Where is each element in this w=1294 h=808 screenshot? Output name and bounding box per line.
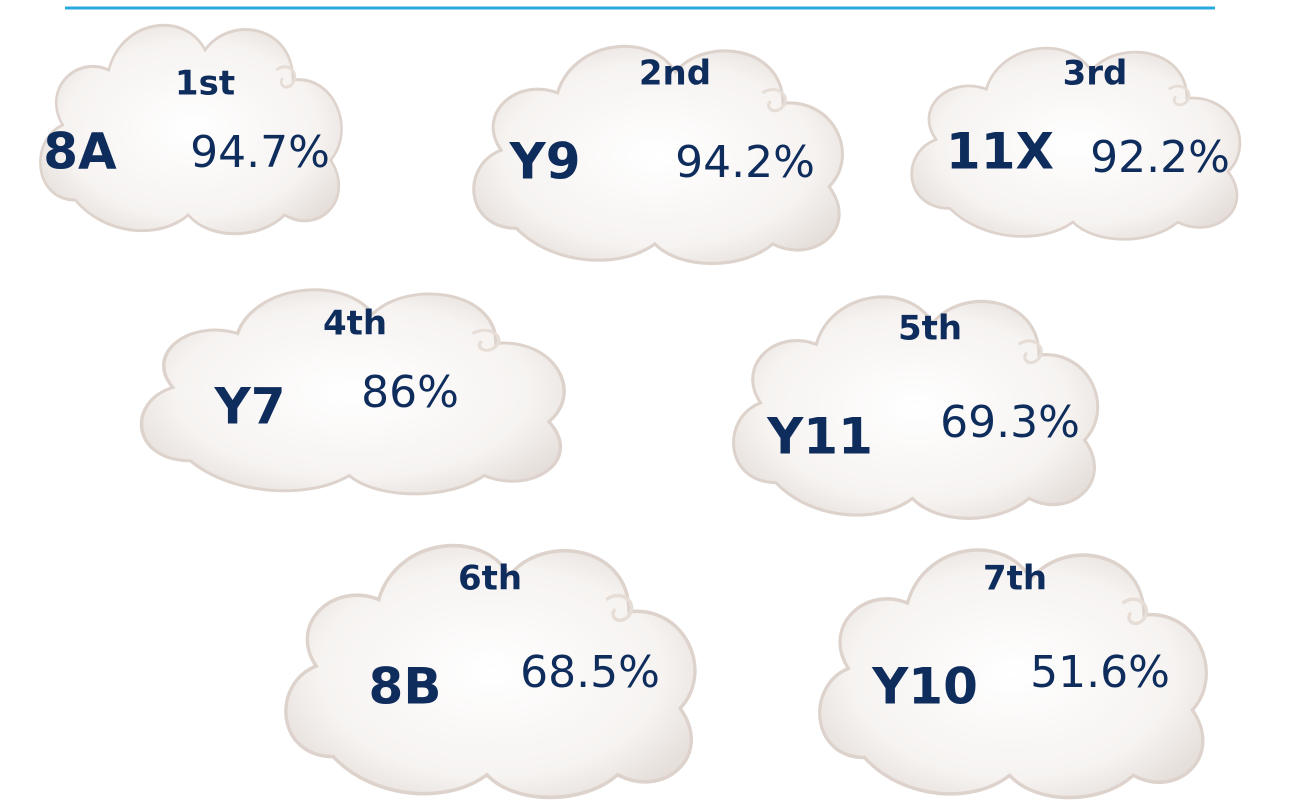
class-name: Y11 bbox=[766, 408, 873, 466]
cloud-card: 1st 8A 94.7% bbox=[38, 23, 344, 236]
rank: 5th bbox=[898, 309, 962, 349]
class-name: 11X bbox=[946, 123, 1054, 181]
score: 69.3% bbox=[940, 397, 1080, 448]
cloud-card: 4th Y7 86% bbox=[139, 288, 566, 496]
class-name: Y7 bbox=[214, 378, 286, 436]
score: 86% bbox=[361, 367, 459, 418]
rank: 7th bbox=[983, 559, 1047, 599]
class-name: Y10 bbox=[871, 658, 978, 716]
rank: 2nd bbox=[639, 54, 711, 94]
score: 94.2% bbox=[675, 137, 815, 188]
score: 51.6% bbox=[1030, 647, 1170, 698]
cloud-card: 2nd Y9 94.2% bbox=[472, 44, 844, 266]
class-name: 8B bbox=[369, 658, 442, 716]
score: 94.7% bbox=[190, 127, 330, 178]
rank: 4th bbox=[323, 304, 387, 344]
cloud-card: 5th Y11 69.3% bbox=[731, 295, 1100, 520]
score: 68.5% bbox=[520, 647, 660, 698]
class-name: 8A bbox=[43, 123, 117, 181]
cloud-card: 7th Y10 51.6% bbox=[817, 548, 1209, 800]
score: 92.2% bbox=[1090, 132, 1230, 183]
rank: 3rd bbox=[1063, 54, 1128, 94]
cloud-card: 6th 8B 68.5% bbox=[284, 543, 697, 800]
rank: 6th bbox=[458, 559, 522, 599]
rank: 1st bbox=[175, 64, 235, 104]
class-name: Y9 bbox=[509, 133, 581, 191]
